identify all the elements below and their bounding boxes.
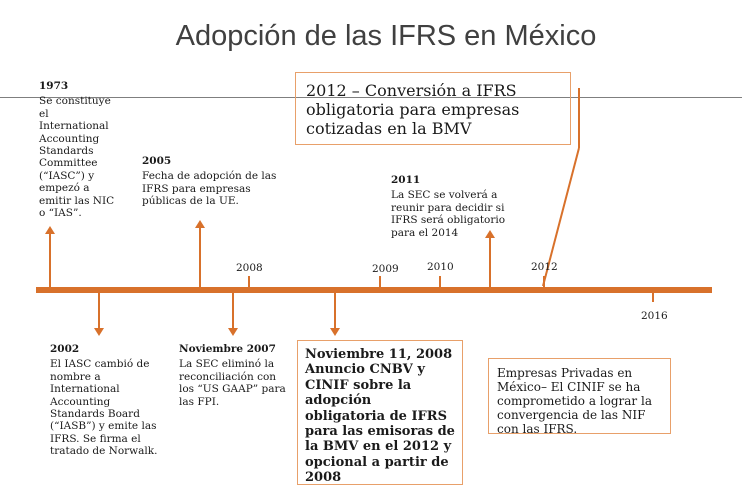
event-2007: Noviembre 2007 La SEC eliminó la reconci… (179, 343, 292, 408)
event-2007-year: Noviembre 2007 (179, 343, 276, 355)
axis-year-2012: 2012 (531, 261, 558, 273)
arrow-1973 (45, 226, 55, 288)
callout-conversion-2012: 2012 – Conversión a IFRS obligatoria par… (295, 72, 571, 145)
arrow-2005 (195, 220, 205, 288)
timeline-axis (36, 287, 712, 293)
event-1973-text: Se constituye el International Accountin… (39, 95, 115, 220)
event-2011-text: La SEC se volverá a reunir para decidir … (391, 189, 506, 239)
event-2002-year: 2002 (50, 343, 80, 355)
tick-2009 (379, 276, 381, 288)
axis-year-2008: 2008 (236, 262, 263, 274)
callout-empresas-privadas: Empresas Privadas en México– El CINIF se… (488, 358, 671, 436)
tick-2008 (248, 276, 250, 288)
axis-year-2016: 2016 (641, 310, 668, 322)
slide-title: Adopción de las IFRS en México (175, 20, 597, 52)
event-2007-text: La SEC eliminó la reconciliación con los… (179, 358, 286, 408)
event-2005-year: 2005 (142, 155, 172, 167)
tick-2010 (439, 276, 441, 288)
event-2011-year: 2011 (391, 174, 421, 186)
axis-year-2009: 2009 (372, 263, 399, 275)
event-2005: 2005 Fecha de adopción de las IFRS para … (142, 155, 277, 208)
event-2002-text: El IASC cambió de nombre a International… (50, 358, 158, 458)
axis-year-2010: 2010 (427, 261, 454, 273)
event-1973: 1973 Se constituye el International Acco… (39, 80, 121, 219)
event-2002: 2002 El IASC cambió de nombre a Internat… (50, 343, 158, 458)
callout-cnbv-2008: Noviembre 11, 2008 Anuncio CNBV y CINIF … (297, 340, 463, 485)
connector-slant (542, 147, 580, 287)
tick-2012 (543, 276, 545, 288)
arrow-2002 (94, 292, 104, 336)
arrow-2008-cnbv (330, 292, 340, 336)
header-divider (0, 97, 742, 98)
event-1973-year: 1973 (39, 80, 69, 92)
event-2005-text: Fecha de adopción de las IFRS para empre… (142, 170, 277, 208)
arrow-2011 (485, 230, 495, 288)
tick-2016 (652, 292, 654, 302)
event-2011: 2011 La SEC se volverá a reunir para dec… (391, 174, 506, 239)
arrow-2007 (228, 292, 238, 336)
